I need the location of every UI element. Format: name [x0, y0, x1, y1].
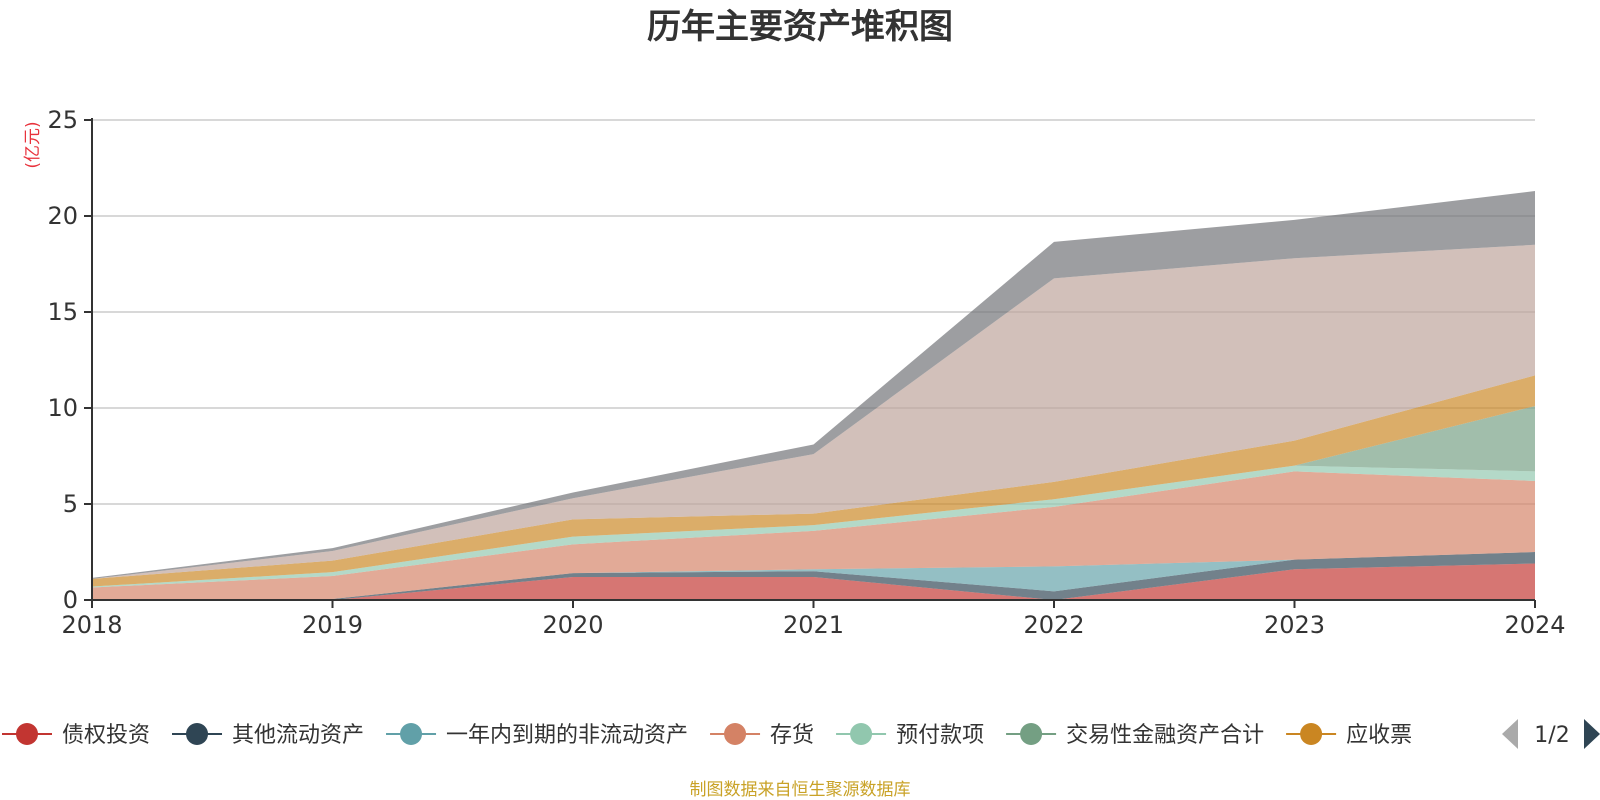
legend-item-3[interactable]: 存货: [710, 723, 814, 748]
area-4: [92, 465, 1535, 588]
chart-title: 历年主要资产堆积图: [647, 7, 953, 47]
legend-label-2: 一年内到期的非流动资产: [446, 723, 688, 748]
legend-label-3: 存货: [770, 723, 814, 748]
legend-marker-5: [1020, 723, 1043, 745]
legend: 债权投资 其他流动资产 一年内到期的非流动资产 存货 预付款项 交易性金融资产合计 应收票 1…: [2, 719, 1600, 749]
area-series: [92, 191, 1535, 600]
area-8: [92, 191, 1535, 579]
area-0: [92, 563, 1535, 600]
x-tick-label-2: 2020: [542, 611, 603, 639]
area-3: [92, 471, 1535, 600]
legend-label-1: 其他流动资产: [232, 723, 364, 748]
legend-marker-0: [16, 723, 38, 745]
y-tick-label-3: 15: [47, 298, 78, 326]
legend-marker-4: [850, 723, 873, 745]
y-tick-label-0: 0: [63, 586, 78, 614]
pager-prev-icon[interactable]: [1502, 719, 1518, 749]
x-tick-label-1: 2019: [302, 611, 363, 639]
area-7: [92, 244, 1535, 579]
legend-marker-6: [1300, 723, 1323, 745]
x-tick-label-3: 2021: [783, 611, 844, 639]
data-source-note: 制图数据来自恒生聚源数据库: [690, 780, 911, 800]
legend-label-0: 债权投资: [62, 723, 150, 748]
legend-label-6: 应收票: [1346, 723, 1412, 748]
legend-pager: 1/2: [1502, 719, 1600, 749]
legend-label-5: 交易性金融资产合计: [1066, 723, 1264, 748]
x-tick-label-6: 2024: [1504, 611, 1565, 639]
legend-marker-2: [400, 723, 423, 745]
pager-label: 1/2: [1534, 723, 1569, 748]
y-tick-label-2: 10: [47, 394, 78, 422]
x-tick-label-4: 2022: [1023, 611, 1084, 639]
area-1: [92, 552, 1535, 600]
y-tick-label-1: 5: [63, 490, 78, 518]
y-tick-label-4: 20: [47, 202, 78, 230]
x-tick-label-5: 2023: [1264, 611, 1325, 639]
x-tick-label-0: 2018: [61, 611, 122, 639]
area-2: [92, 552, 1535, 600]
legend-item-0[interactable]: 债权投资: [2, 723, 150, 748]
legend-label-4: 预付款项: [896, 723, 984, 748]
legend-marker-1: [186, 723, 209, 745]
legend-item-6[interactable]: 应收票: [1286, 723, 1412, 748]
y-tick-label-5: 25: [47, 106, 78, 134]
axes: 0 5 10 15 20 25 2018 2019 2020 2021 2022 2023 2024: [47, 106, 1565, 639]
legend-item-5[interactable]: 交易性金融资产合计: [1006, 723, 1264, 748]
legend-marker-3: [724, 723, 747, 745]
y-axis-unit-label: (亿元): [23, 121, 43, 168]
legend-item-1[interactable]: 其他流动资产: [172, 723, 364, 748]
pager-next-icon[interactable]: [1584, 719, 1600, 749]
legend-item-2[interactable]: 一年内到期的非流动资产: [386, 723, 688, 748]
legend-item-4[interactable]: 预付款项: [836, 723, 984, 748]
